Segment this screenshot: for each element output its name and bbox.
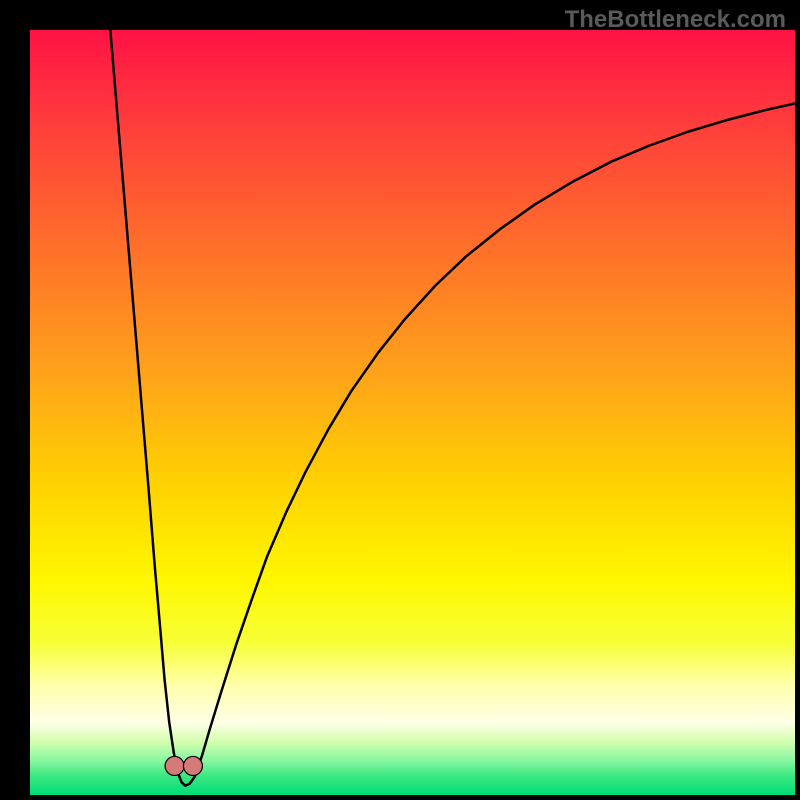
watermark-text: TheBottleneck.com (565, 6, 786, 34)
chart-background (30, 30, 795, 795)
marker-dot-1 (183, 756, 202, 775)
bottleneck-chart (30, 30, 795, 795)
marker-dot-0 (165, 756, 184, 775)
chart-svg (30, 30, 795, 795)
